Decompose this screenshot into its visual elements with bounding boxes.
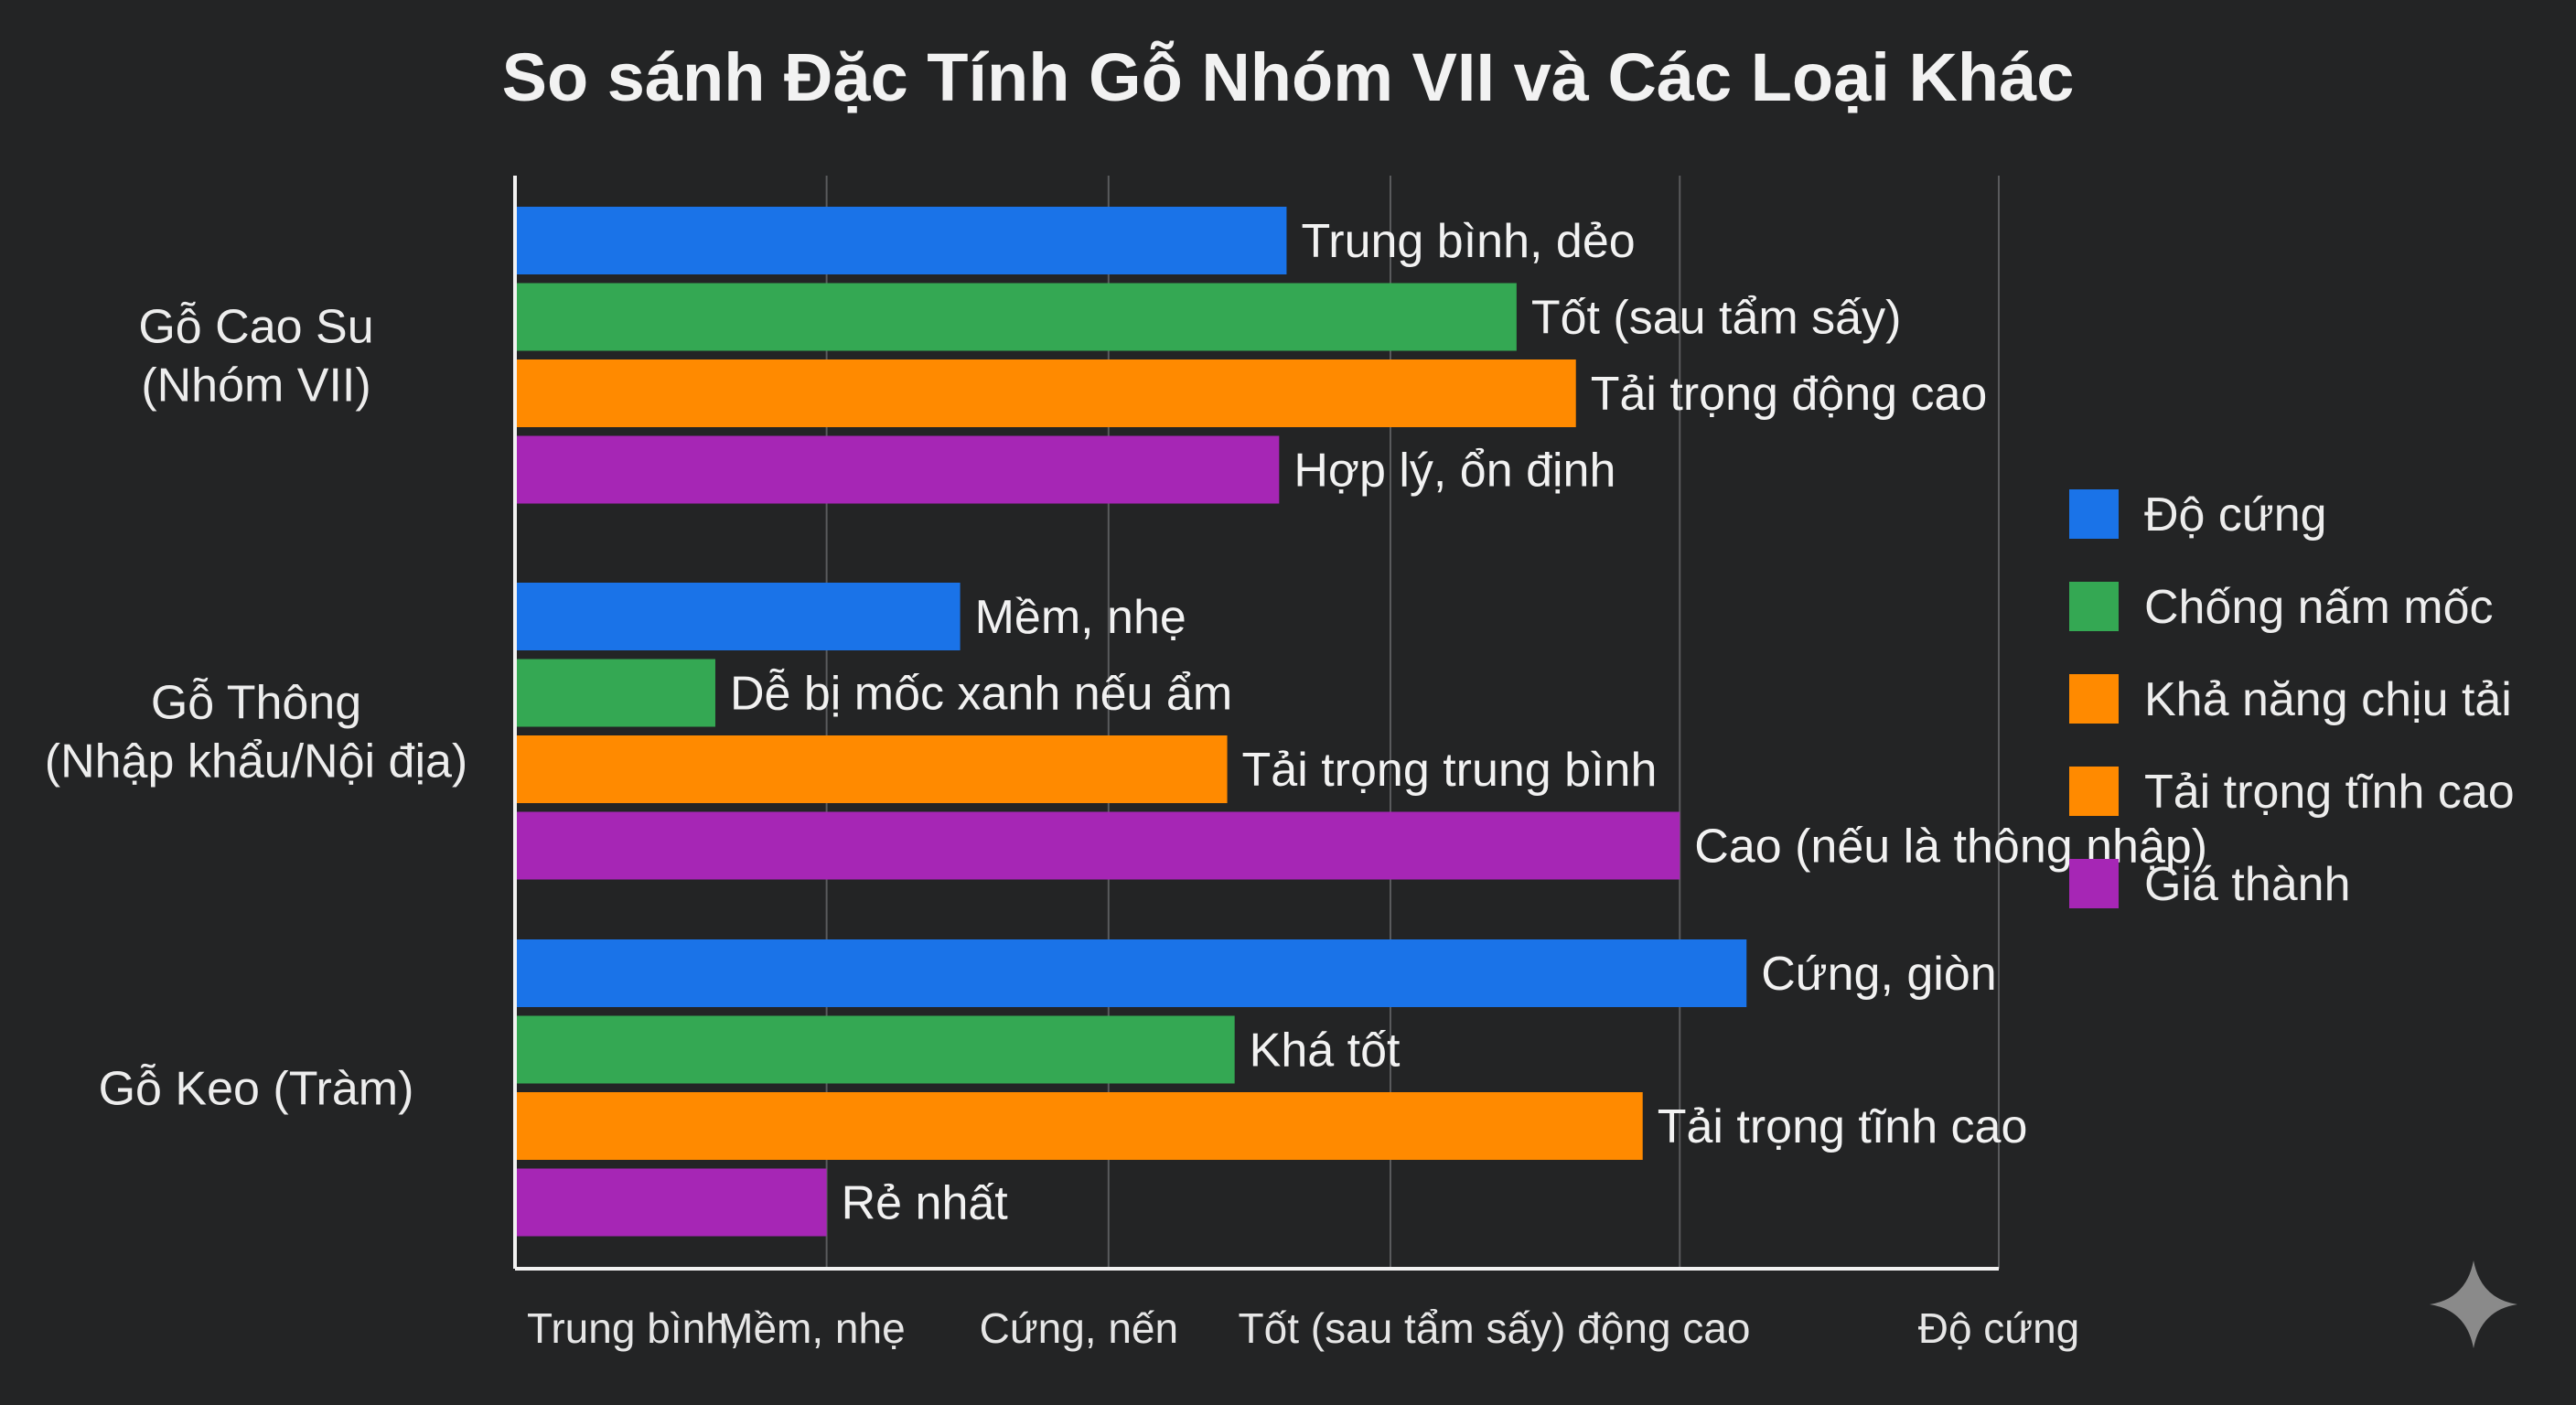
grid-lines	[825, 176, 2000, 1269]
legend-label: Giá thành	[2144, 858, 2351, 911]
bar	[515, 811, 1680, 880]
bar-value-label: Mềm, nhẹ	[975, 591, 1186, 644]
axes	[513, 176, 1999, 1271]
bar-value-label: Tải trọng tĩnh cao	[1658, 1100, 2028, 1153]
x-tick-label: Mềm, nhẹ	[718, 1304, 906, 1352]
bar-value-label: Rẻ nhất	[842, 1177, 1009, 1230]
category-label: Gỗ Cao Su (Nhóm VII)	[138, 300, 373, 412]
bar-labels: Trung bình, dẻo Tốt (sau tẩm sấy) Tải trọn…	[730, 215, 2207, 1230]
bar	[515, 283, 1517, 351]
x-tick-label: Trung bình,	[527, 1304, 741, 1352]
legend-swatch	[2069, 767, 2119, 816]
category-labels: Gỗ Cao Su (Nhóm VII) Gỗ Thông (Nhập khẩu/Nộ…	[45, 300, 467, 1115]
bar-value-label: Hợp lý, ổn định	[1293, 445, 1615, 498]
legend-swatch	[2069, 582, 2119, 631]
legend-label: Khả năng chịu tải	[2144, 673, 2512, 726]
bar	[515, 359, 1576, 427]
bar-value-label: Tải trọng trung bình	[1242, 744, 1658, 797]
bar	[515, 1015, 1235, 1084]
bar-value-label: Dễ bị mốc xanh nếu ẩm	[730, 668, 1232, 721]
bar	[515, 735, 1228, 803]
bar-value-label: Tải trọng động cao	[1591, 368, 1988, 421]
legend-swatch	[2069, 489, 2119, 539]
bar-value-label: Khá tốt	[1250, 1024, 1401, 1078]
sparkle-icon	[2430, 1260, 2517, 1348]
legend-label: Độ cứng	[2144, 488, 2327, 542]
category-label: Gỗ Thông (Nhập khẩu/Nội địa)	[45, 676, 467, 788]
legend: Độ cứng Chống nấm mốc Khả năng chịu tải Tải…	[2069, 488, 2515, 911]
chart-title: So sánh Đặc Tính Gỗ Nhóm VII và Các Loại…	[502, 39, 2075, 115]
bar	[515, 583, 961, 650]
x-tick-label: Cứng, nến	[980, 1304, 1179, 1352]
bar	[515, 435, 1280, 504]
bar	[515, 1168, 827, 1237]
bar-value-label: Trung bình, dẻo	[1301, 215, 1635, 268]
x-tick-labels: Trung bình,Mềm, nhẹ Cứng, nến Tốt (sau tẩm…	[527, 1304, 2079, 1352]
bar	[515, 659, 715, 727]
bar	[515, 939, 1747, 1007]
bar-value-label: Cao (nếu là thông nhập)	[1694, 820, 2207, 874]
bar	[515, 1092, 1643, 1160]
category-label: Gỗ Keo (Tràm)	[99, 1062, 414, 1115]
legend-label: Chống nấm mốc	[2144, 581, 2494, 634]
x-tick-label: Độ cứng	[1918, 1304, 2080, 1352]
bar-value-label: Cứng, giòn	[1761, 948, 1996, 1001]
bar	[515, 207, 1287, 274]
bar-value-label: Tốt (sau tẩm sấy)	[1531, 292, 1902, 345]
legend-label: Tải trọng tĩnh cao	[2144, 766, 2515, 819]
legend-swatch	[2069, 674, 2119, 724]
legend-swatch	[2069, 859, 2119, 908]
x-tick-label: Tốt (sau tẩm sấy) động cao	[1239, 1304, 1751, 1352]
bars	[515, 207, 1747, 1237]
